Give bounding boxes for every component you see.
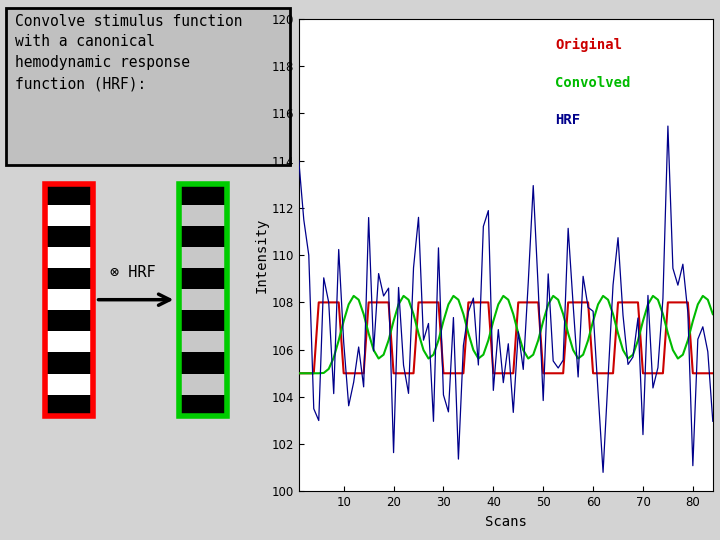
Bar	[45, 353, 93, 374]
Y-axis label: Intensity: Intensity	[255, 218, 269, 293]
Bar	[179, 332, 227, 353]
FancyBboxPatch shape	[6, 8, 290, 165]
Bar	[179, 268, 227, 289]
Bar	[45, 332, 93, 353]
X-axis label: Scans: Scans	[485, 515, 527, 529]
Bar	[45, 268, 93, 289]
Text: ⊗ HRF: ⊗ HRF	[110, 265, 156, 280]
Text: Original: Original	[556, 38, 623, 52]
Bar	[179, 353, 227, 374]
Bar	[179, 205, 227, 226]
Bar	[45, 289, 93, 310]
Bar	[45, 374, 93, 395]
Text: Convolve stimulus function
with a canonical
hemodynamic response
function (HRF):: Convolve stimulus function with a canoni…	[15, 14, 243, 91]
Bar	[45, 226, 93, 247]
Bar	[179, 184, 227, 205]
Bar	[179, 226, 227, 247]
Bar	[45, 184, 93, 416]
Bar	[45, 247, 93, 268]
Bar	[179, 395, 227, 416]
Bar	[45, 310, 93, 332]
Text: Convolved: Convolved	[556, 76, 631, 90]
Bar	[45, 205, 93, 226]
Bar	[179, 184, 227, 416]
Bar	[179, 289, 227, 310]
Bar	[179, 247, 227, 268]
Bar	[179, 374, 227, 395]
Text: HRF: HRF	[556, 113, 580, 127]
Bar	[45, 184, 93, 205]
Bar	[179, 310, 227, 332]
Bar	[45, 395, 93, 416]
